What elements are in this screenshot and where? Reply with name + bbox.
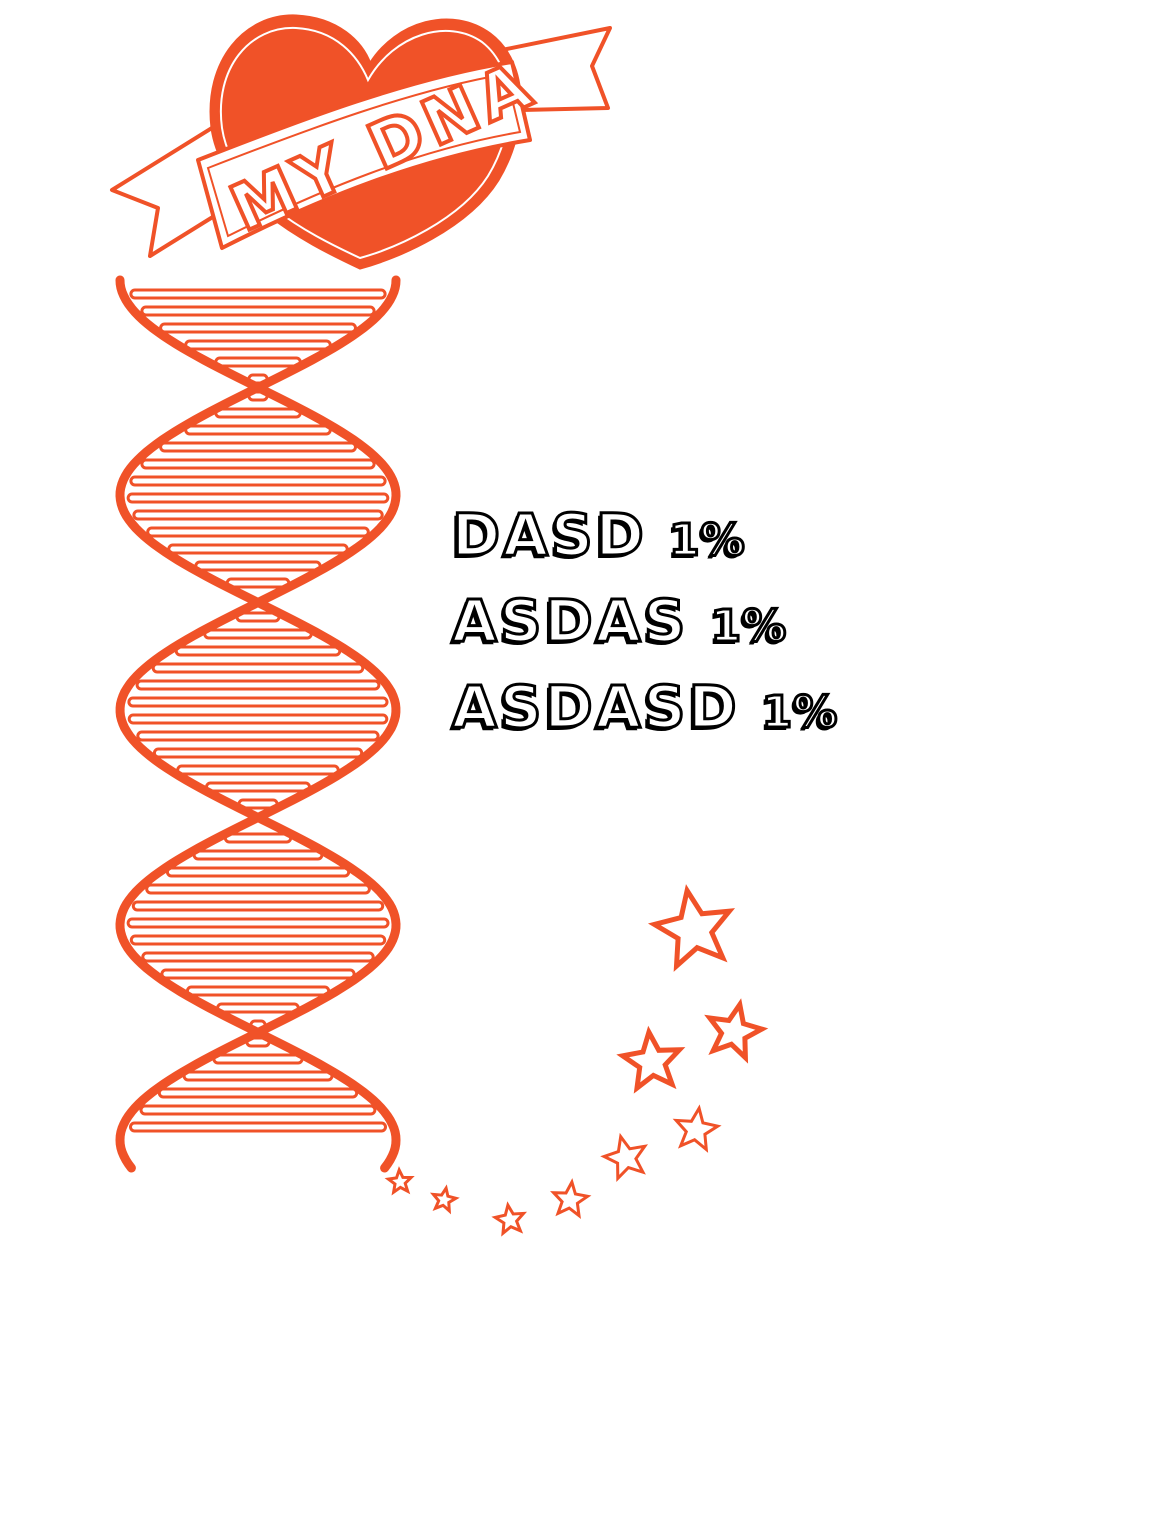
star-icon — [672, 1104, 722, 1153]
helix-rung — [129, 934, 387, 946]
ancestry-label: DASD — [451, 500, 647, 571]
helix-rung — [152, 747, 364, 759]
helix-rung — [132, 509, 384, 521]
helix-rung — [141, 951, 375, 963]
helix-rung — [203, 628, 313, 640]
star-icon — [429, 1184, 460, 1215]
helix-rung — [135, 679, 381, 691]
helix-rung — [140, 305, 376, 317]
helix-rung — [127, 713, 389, 725]
helix-rung — [194, 560, 322, 572]
helix-rung — [139, 1104, 377, 1116]
star-icon — [647, 884, 736, 972]
ancestry-percent: 1% — [709, 600, 788, 654]
helix-rung — [145, 883, 371, 895]
helix-strand-a — [115, 275, 401, 1173]
helix-rung — [136, 730, 380, 742]
helix-rung — [151, 662, 365, 674]
helix-rung — [129, 475, 387, 487]
helix-rung — [131, 900, 385, 912]
star-icon — [550, 1178, 592, 1219]
ancestry-label: ASDASD — [451, 672, 740, 743]
helix-rung — [157, 1087, 359, 1099]
ancestry-item: ASDASD 1% — [451, 664, 839, 750]
star-icon — [491, 1201, 528, 1237]
helix-rung — [174, 645, 342, 657]
helix-rung — [182, 1070, 334, 1082]
helix-rung — [126, 492, 390, 504]
star-icon — [600, 1132, 649, 1183]
helix-rung — [126, 917, 390, 929]
star-icon — [704, 998, 769, 1064]
helix-rung — [225, 577, 291, 589]
helix-rung — [146, 526, 370, 538]
helix-rung — [216, 1002, 300, 1014]
helix-rung — [214, 407, 302, 419]
ancestry-percent: 1% — [760, 686, 839, 740]
helix-rung — [185, 985, 331, 997]
helix-rung — [192, 849, 324, 861]
helix-rung — [129, 288, 387, 300]
ancestry-item: DASD 1% — [451, 492, 838, 578]
helix-rung — [214, 356, 302, 368]
ancestry-percent: 1% — [667, 514, 746, 568]
helix-rung — [223, 832, 293, 844]
helix-rung — [165, 866, 351, 878]
dna-helix-icon — [115, 275, 401, 1173]
star-icon — [616, 1025, 686, 1094]
helix-strand-b — [115, 275, 401, 1173]
helix-rung — [176, 764, 340, 776]
helix-rung — [212, 1053, 304, 1065]
stars-group — [384, 884, 769, 1237]
helix-rungs — [126, 288, 390, 1133]
helix-rung — [129, 1121, 387, 1133]
helix-rung — [159, 441, 357, 453]
ancestry-item: ASDAS 1% — [450, 578, 838, 664]
helix-rung — [184, 424, 332, 436]
helix-rung — [140, 458, 376, 470]
ancestry-label: ASDAS — [450, 586, 689, 657]
helix-rung — [205, 781, 311, 793]
star-icon — [384, 1166, 415, 1196]
heart-outline — [219, 26, 510, 260]
helix-rung — [184, 339, 332, 351]
helix-rung — [167, 543, 349, 555]
helix-rung — [159, 322, 357, 334]
helix-rung — [127, 696, 389, 708]
helix-rung — [160, 968, 356, 980]
ancestry-list: DASD 1% ASDAS 1% ASDASD 1% — [450, 492, 839, 750]
